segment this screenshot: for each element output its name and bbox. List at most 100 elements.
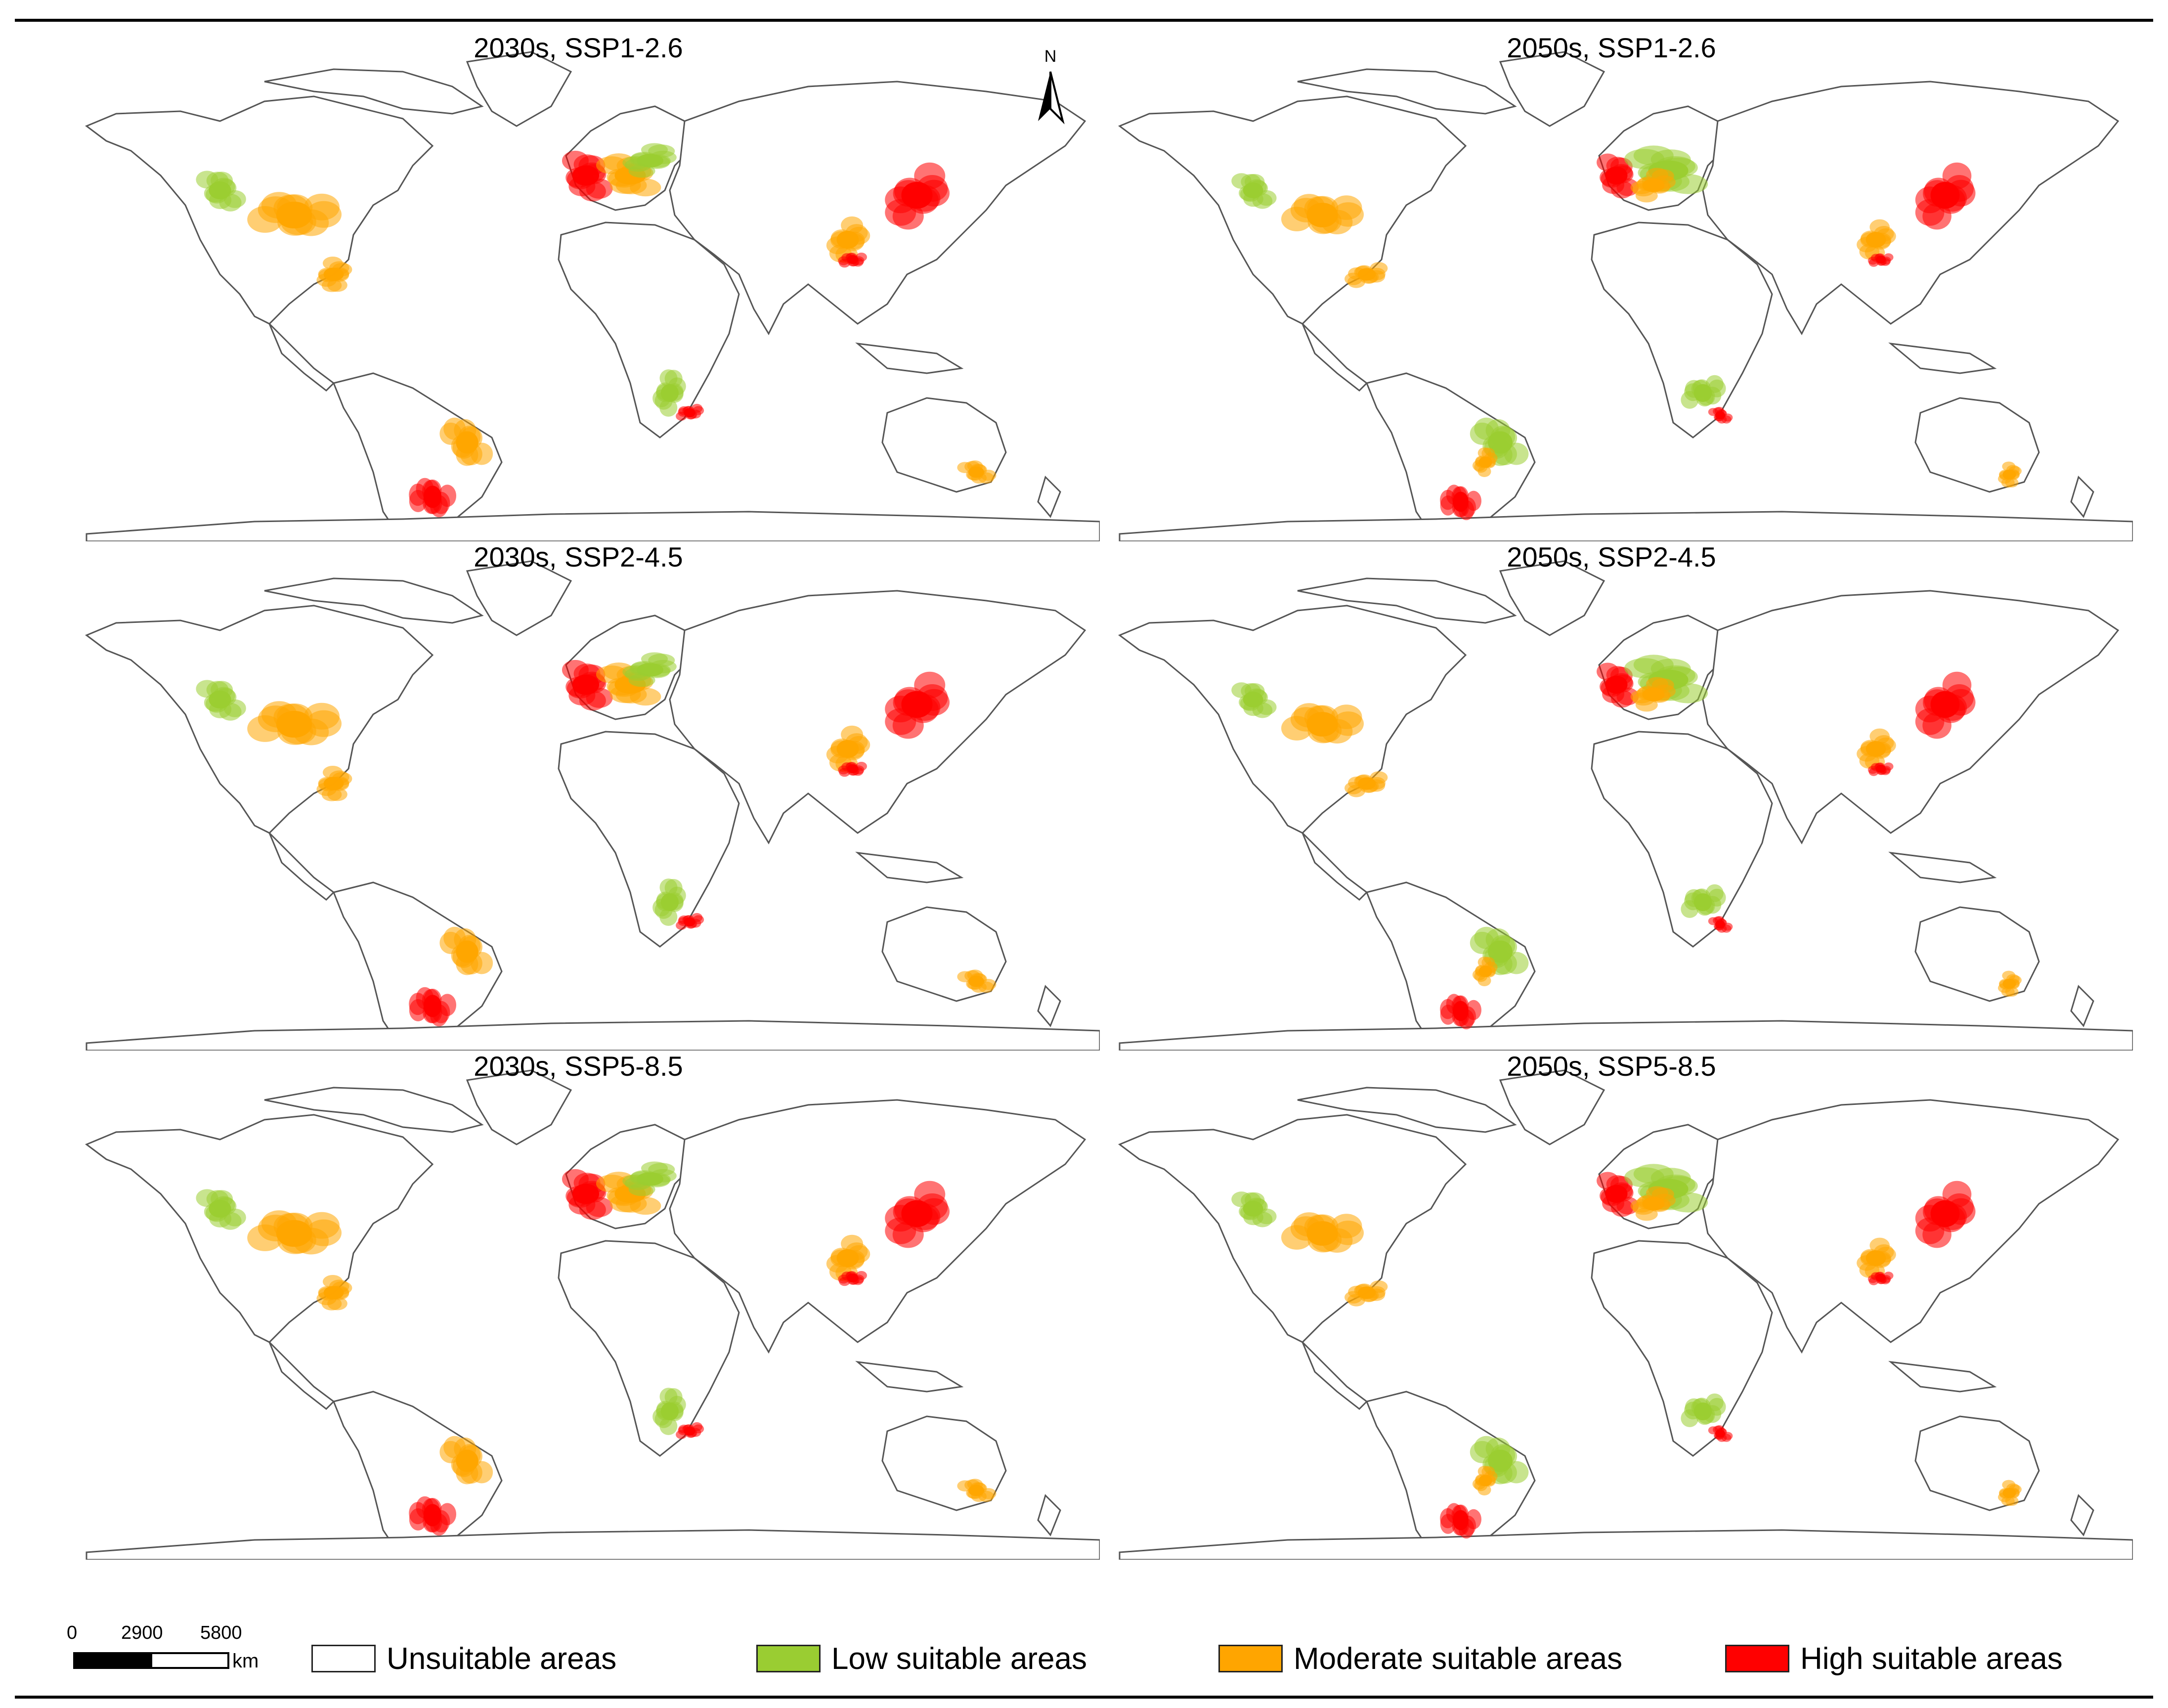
panel-title: 2030s, SSP2-4.5 xyxy=(474,541,683,572)
suitability-area xyxy=(652,878,686,926)
landmass-greenland xyxy=(466,51,572,127)
suitability-patch xyxy=(838,256,849,265)
suitability-patch xyxy=(1359,1289,1378,1303)
landmass-arctic xyxy=(1297,1087,1517,1133)
landmass-greenland xyxy=(466,560,572,636)
suitability-area xyxy=(409,1496,456,1536)
suitability-patch xyxy=(683,915,694,924)
landmass-indonesia xyxy=(1888,1360,1997,1393)
suitability-patch xyxy=(1307,1214,1339,1239)
world-map xyxy=(85,1069,1100,1560)
map-panel-6: 2050s, SSP5-8.5 xyxy=(1090,1046,2133,1560)
landmass-centralAmerica xyxy=(1301,323,1368,392)
suitability-patch xyxy=(306,1219,342,1246)
suitability-area xyxy=(247,701,342,745)
landmass-newZealand xyxy=(2070,985,2094,1027)
suitability-area xyxy=(1440,994,1481,1030)
landmass-newZealand xyxy=(2070,1494,2094,1536)
suitability-patch xyxy=(1936,696,1965,723)
suitability-patch xyxy=(847,767,859,776)
suitability-patch xyxy=(1440,1508,1456,1529)
landmass-asia xyxy=(669,81,1086,336)
figure-top-rule xyxy=(15,19,2153,22)
suitability-patch xyxy=(329,778,349,791)
scale-tick-2: 5800 xyxy=(200,1622,242,1643)
suitability-patch xyxy=(1708,1398,1726,1416)
suitability-patch xyxy=(2001,1496,2015,1506)
landmass-antarctica xyxy=(86,511,1100,541)
landmass-arctic xyxy=(1297,577,1517,624)
suitability-area xyxy=(957,1479,997,1502)
suitability-patch xyxy=(409,1502,427,1525)
suitability-patch xyxy=(451,435,474,458)
suitability-area xyxy=(1281,194,1364,235)
legend-swatch-high xyxy=(1725,1645,1789,1672)
suitability-patch xyxy=(1633,1164,1674,1184)
suitability-patch xyxy=(1344,1291,1362,1304)
legend-label-high: High suitable areas xyxy=(1800,1641,2063,1676)
suitability-patch xyxy=(1867,257,1878,265)
suitability-patch xyxy=(423,491,440,514)
landmass-africa xyxy=(558,1240,740,1457)
suitability-patch xyxy=(321,278,342,292)
suitability-area xyxy=(1630,168,1676,203)
legend-item-low: Low suitable areas xyxy=(756,1641,1087,1676)
suitability-patch xyxy=(1481,957,1495,968)
suitability-patch xyxy=(1692,379,1711,397)
suitability-patch xyxy=(2006,1489,2020,1498)
suitability-patch xyxy=(321,1297,342,1311)
legend-swatch-unsuitable xyxy=(311,1645,376,1672)
suitability-patch xyxy=(1633,655,1674,675)
suitability-area xyxy=(622,143,677,178)
scale-tick-0: 0 xyxy=(67,1622,78,1643)
suitability-patch xyxy=(1870,234,1891,250)
suitability-patch xyxy=(664,370,683,388)
landmass-antarctica xyxy=(1119,1529,2133,1560)
suitability-area xyxy=(1630,1186,1676,1221)
suitability-patch xyxy=(683,1424,694,1434)
suitability-area xyxy=(676,1422,704,1439)
suitability-patch xyxy=(1708,379,1726,397)
suitability-area xyxy=(838,253,867,268)
suitability-patch xyxy=(1637,176,1660,190)
suitability-patch xyxy=(1452,497,1468,518)
suitability-patch xyxy=(908,187,939,214)
scale-bar: 0 2900 5800 km xyxy=(64,1621,272,1686)
suitability-patch xyxy=(2001,478,2015,488)
landmass-arctic xyxy=(264,577,484,624)
suitability-patch xyxy=(1611,674,1634,693)
suitability-patch xyxy=(1475,964,1489,976)
suitability-patch xyxy=(2006,470,2020,480)
suitability-patch xyxy=(1359,780,1378,793)
suitability-patch xyxy=(630,1170,657,1184)
landmass-indonesia xyxy=(1888,342,1997,374)
suitability-area xyxy=(1867,253,1894,267)
figure-bottom-rule xyxy=(15,1696,2153,1699)
suitability-patch xyxy=(1440,489,1456,510)
suitability-patch xyxy=(1867,766,1878,774)
map-panel-1: 2030s, SSP1-2.6 xyxy=(57,27,1100,541)
landmass-centralAmerica xyxy=(1301,1341,1368,1410)
suitability-patch xyxy=(1611,1199,1634,1217)
suitability-area xyxy=(1472,1466,1498,1495)
suitability-patch xyxy=(1333,202,1364,227)
suitability-area xyxy=(1708,407,1733,424)
suitability-patch xyxy=(1344,272,1362,285)
world-map xyxy=(1118,560,2133,1051)
suitability-area xyxy=(676,403,704,421)
suitability-area xyxy=(1997,970,2022,997)
suitability-patch xyxy=(1359,271,1378,284)
suitability-patch xyxy=(1452,1006,1468,1027)
suitability-patch xyxy=(664,1388,683,1406)
suitability-patch xyxy=(423,1001,440,1023)
suitability-area xyxy=(439,417,493,466)
landmass-greenland xyxy=(1499,51,1605,127)
suitability-patch xyxy=(329,268,349,282)
suitability-patch xyxy=(1708,888,1726,907)
suitability-area xyxy=(838,762,867,777)
suitability-patch xyxy=(451,944,474,967)
suitability-patch xyxy=(1475,455,1489,467)
landmass-newZealand xyxy=(1037,476,1061,518)
suitability-area xyxy=(1597,153,1639,199)
suitability-area xyxy=(1344,1280,1388,1307)
